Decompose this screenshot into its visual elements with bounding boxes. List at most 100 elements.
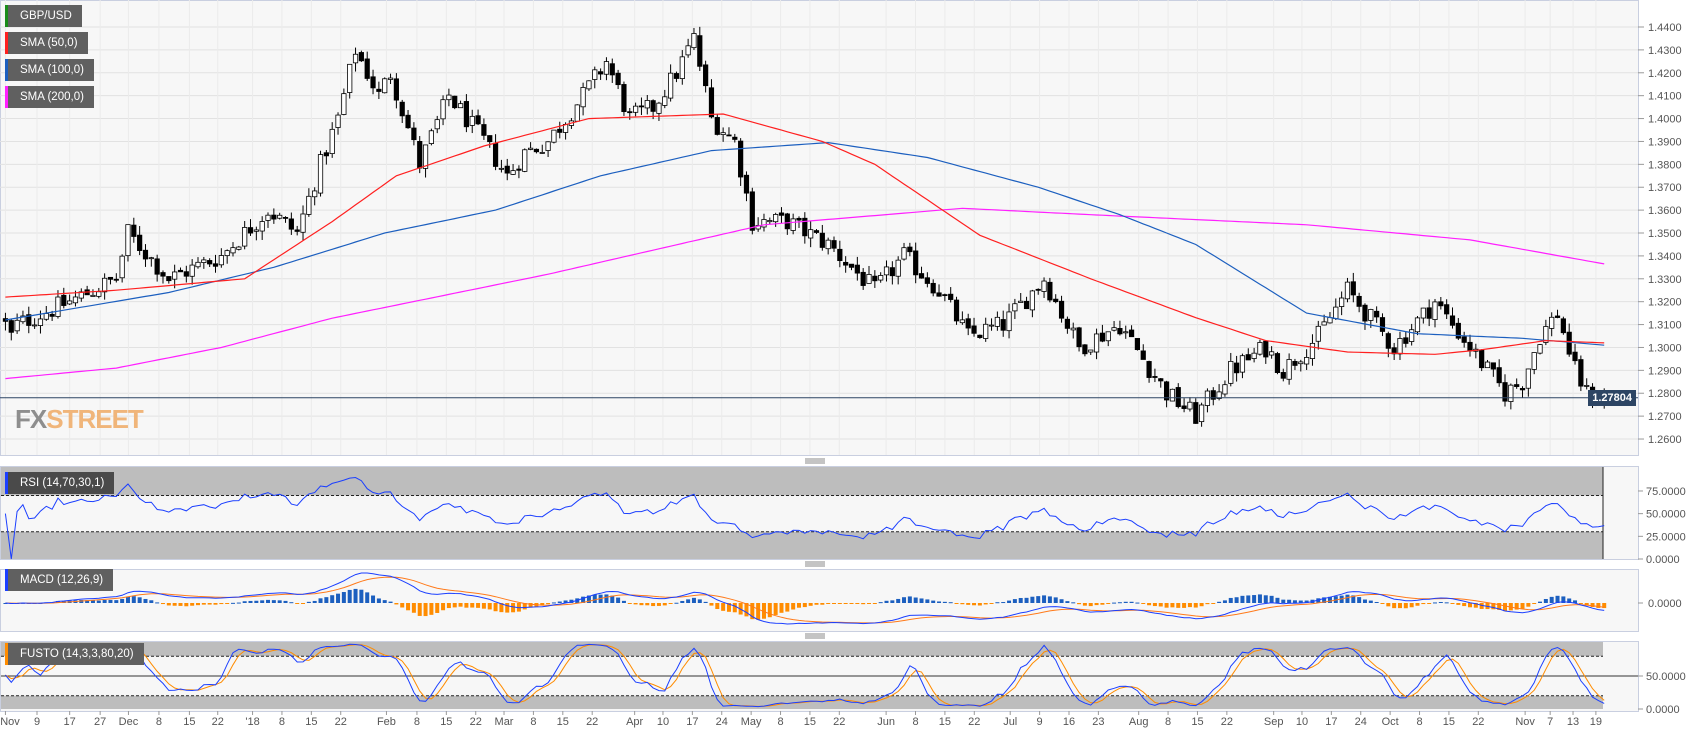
macd-histogram-bar [1380, 603, 1385, 604]
macd-histogram-bar [435, 603, 440, 613]
candle-bullish [55, 296, 61, 317]
macd-histogram-bar [1427, 603, 1432, 604]
candle-bearish [8, 320, 14, 333]
candle-bullish [790, 218, 796, 231]
candle-bullish [1549, 316, 1555, 329]
date-tick-label: 8 [1165, 716, 1171, 728]
candle-bearish [113, 278, 119, 281]
macd-histogram-bar [1292, 600, 1297, 603]
candle-bearish [399, 101, 405, 117]
legend-sma100[interactable]: SMA (100,0) [5, 59, 94, 81]
candle-bullish [1029, 290, 1035, 311]
macd-histogram-bar [1257, 594, 1262, 603]
candle-bullish [994, 316, 1000, 327]
legend-macd-label: MACD (12,26,9) [20, 574, 104, 586]
candle-bullish [1111, 327, 1117, 331]
price-tick-label: 1.3200 [1648, 297, 1682, 309]
macd-histogram-bar [347, 589, 352, 603]
candle-bearish [481, 124, 487, 136]
macd-histogram-bar [125, 596, 130, 603]
candle-bearish [557, 128, 563, 133]
macd-histogram-bar [1415, 603, 1420, 606]
candle-bullish [387, 77, 394, 80]
macd-histogram-bar [400, 603, 405, 608]
macd-histogram-bar [1567, 598, 1572, 603]
legend-rsi[interactable]: RSI (14,70,30,1) [5, 472, 115, 494]
macd-histogram-bar [388, 601, 393, 603]
macd-histogram-bar [1007, 600, 1012, 603]
legend-symbol[interactable]: GBP/USD [5, 5, 82, 27]
candle-bearish [1163, 381, 1170, 401]
macd-histogram-bar [855, 603, 860, 604]
candle-bullish [1187, 401, 1193, 410]
date-tick-label: 9 [34, 716, 40, 728]
candle-bearish [738, 140, 744, 178]
macd-histogram-bar [761, 603, 766, 619]
macd-histogram-bar [977, 603, 982, 606]
date-tick-label: 22 [1472, 716, 1484, 728]
macd-histogram-bar [983, 603, 988, 605]
macd-histogram-bar [1082, 603, 1087, 606]
candle-bullish [125, 224, 131, 257]
candle-bullish [1222, 384, 1228, 395]
macd-histogram-bar [551, 602, 556, 604]
candle-bearish [907, 246, 913, 253]
macd-histogram-bar [248, 600, 253, 603]
candle-bearish [1210, 390, 1216, 400]
macd-histogram-bar [143, 598, 148, 603]
macd-histogram-bar [726, 603, 731, 612]
macd-histogram-bar [662, 603, 667, 606]
candle-bullish [1198, 404, 1205, 423]
macd-histogram-bar [201, 603, 206, 605]
candle-bearish [1053, 298, 1059, 303]
legend-sma200[interactable]: SMA (200,0) [5, 86, 94, 108]
macd-histogram-bar [569, 599, 574, 603]
candle-bearish [417, 141, 423, 169]
legend-fusto[interactable]: FUSTO (14,3,3,80,20) [5, 643, 144, 665]
candle-bearish [323, 152, 329, 157]
macd-histogram-bar [732, 603, 737, 613]
price-tick-label: 1.3600 [1648, 205, 1682, 217]
macd-histogram-bar [1222, 600, 1227, 603]
fusto-tick-label: 0.0000 [1646, 704, 1680, 716]
candle-bullish [866, 274, 872, 284]
date-tick-label: 15 [557, 716, 569, 728]
price-tick-label: 1.3400 [1648, 251, 1682, 263]
legend-rsi-label: RSI (14,70,30,1) [20, 477, 105, 489]
macd-histogram-bar [668, 603, 673, 604]
candle-bullish [43, 313, 49, 320]
candle-bearish [953, 299, 960, 322]
macd-histogram-bar [878, 602, 883, 604]
candle-bullish [20, 315, 26, 323]
macd-histogram-bar [371, 595, 376, 603]
macd-histogram-bar [423, 603, 428, 617]
candle-bearish [1064, 318, 1070, 329]
candle-bullish [1414, 317, 1421, 333]
macd-histogram-bar [627, 603, 632, 604]
candle-bullish [1169, 388, 1176, 402]
macd-histogram-bar [826, 603, 831, 604]
candle-bullish [1041, 280, 1047, 292]
candle-bearish [1444, 304, 1450, 315]
macd-histogram-bar [1526, 603, 1531, 607]
candle-bearish [1514, 384, 1520, 387]
candle-bearish [1146, 361, 1152, 378]
candle-bearish [393, 78, 399, 101]
macd-histogram-bar [301, 603, 306, 604]
macd-line [5, 572, 1605, 625]
candle-bullish [1309, 342, 1316, 359]
macd-histogram-bar [1199, 603, 1204, 607]
date-tick-label: 19 [1590, 716, 1602, 728]
candle-bullish [1339, 297, 1345, 307]
macd-histogram-bar [890, 600, 895, 603]
macd-histogram-bar [90, 600, 95, 603]
candle-bearish [154, 258, 160, 275]
macd-histogram-bar [1042, 595, 1047, 603]
rsi-tick-label: 25.0000 [1646, 531, 1686, 543]
candle-bearish [1455, 322, 1461, 339]
candle-bearish [1234, 362, 1240, 374]
legend-sma50[interactable]: SMA (50,0) [5, 32, 88, 54]
legend-macd[interactable]: MACD (12,26,9) [5, 569, 114, 591]
macd-histogram-bar [219, 603, 224, 605]
